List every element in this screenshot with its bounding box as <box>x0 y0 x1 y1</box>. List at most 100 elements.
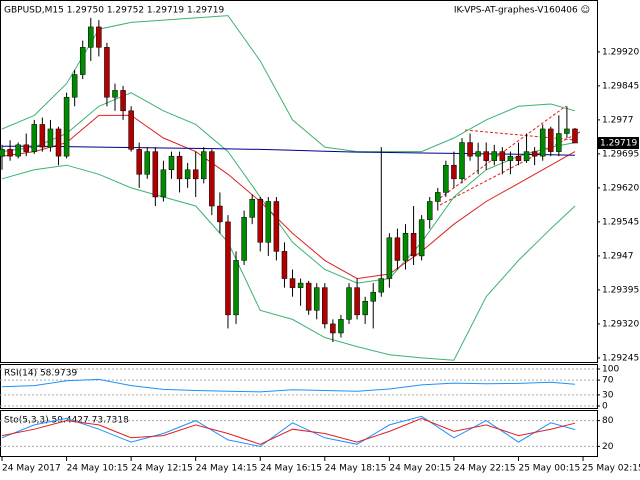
candle-body <box>96 26 102 48</box>
x-tick-label: 24 May 10:15 <box>67 464 129 474</box>
y-tick-label: 30 <box>602 390 614 400</box>
candle-body <box>418 219 425 257</box>
candle-body <box>548 128 554 152</box>
candle-body <box>491 151 498 161</box>
indicator-line <box>1 415 576 447</box>
candle-body <box>386 237 393 279</box>
y-tick-label: 100 <box>602 365 619 375</box>
candle-body <box>523 151 530 161</box>
candle-body <box>297 282 304 288</box>
candle-body <box>128 110 134 150</box>
candle-body <box>184 169 191 180</box>
candle-body <box>176 155 183 180</box>
candle-body <box>281 251 288 279</box>
candle-body <box>539 128 546 157</box>
candle-body <box>136 149 142 175</box>
candle-body <box>192 169 199 180</box>
candle-body <box>499 151 506 161</box>
x-tick-label: 25 May 00:15 <box>518 464 580 474</box>
candle-body <box>531 151 538 157</box>
y-tick-label: 0 <box>602 402 608 412</box>
candle-body <box>273 201 280 252</box>
x-tick-label: 24 May 18:15 <box>325 464 387 474</box>
indicator-line <box>1 378 576 393</box>
candle-body <box>152 151 159 198</box>
candle-body <box>168 155 175 171</box>
overlay-line <box>1 92 576 284</box>
candle-body <box>459 142 465 180</box>
overlay-line <box>1 164 576 361</box>
candle-body <box>313 287 320 311</box>
y-tick-label: 1.29320 <box>602 319 639 329</box>
x-tick-label: 24 May 12:15 <box>131 464 193 474</box>
candle-body <box>451 164 457 180</box>
x-tick-label: 24 May 2017 <box>2 464 61 474</box>
x-tick-label: 24 May 16:15 <box>260 464 322 474</box>
candle-body <box>7 149 13 157</box>
candle-body <box>402 232 409 261</box>
chart-subtitle: IK-VPS-AT-graphes-V160406 ☺ <box>454 5 590 16</box>
candle-body <box>241 217 247 261</box>
candle-body <box>23 144 29 152</box>
rsi-panel <box>0 364 598 409</box>
candle-body <box>71 74 78 98</box>
candle-body <box>39 124 46 148</box>
candle-body <box>160 169 167 198</box>
y-tick-label: 70 <box>602 376 614 386</box>
chart-title: GBPUSD,M15 1.29750 1.29752 1.29719 1.297… <box>4 6 224 16</box>
y-tick-label: 1.29845 <box>602 81 639 91</box>
candle-body <box>467 142 473 157</box>
candle-body <box>104 47 110 98</box>
candle-body <box>88 26 94 48</box>
y-tick-label: 1.29395 <box>602 285 639 295</box>
candle-body <box>572 128 578 144</box>
candle-body <box>225 221 231 316</box>
candle-body <box>338 319 344 334</box>
candle-body <box>515 155 522 161</box>
candle-body <box>507 155 514 161</box>
candle-body <box>475 151 481 157</box>
y-tick-label: 80 <box>602 416 614 426</box>
candle-body <box>435 192 441 202</box>
candle-body <box>112 90 118 98</box>
current-price-label: 1.29719 <box>600 139 637 149</box>
x-tick-label: 24 May 20:15 <box>389 464 451 474</box>
indicator-line <box>1 417 576 445</box>
trend-line <box>439 105 567 199</box>
y-tick-label: 1.29695 <box>602 149 639 159</box>
candle-body <box>362 300 368 316</box>
candle-body <box>31 124 38 152</box>
y-tick-label: 1.2977 <box>602 115 634 125</box>
candle-body <box>120 90 126 112</box>
candle-body <box>63 96 70 157</box>
candle-body <box>233 260 239 316</box>
candle-body <box>330 323 336 334</box>
candle-body <box>209 151 215 207</box>
rsi-title: RSI(14) 58.9739 <box>4 369 77 379</box>
candle-body <box>144 151 151 175</box>
x-tick-label: 24 May 22:15 <box>454 464 516 474</box>
candle-body <box>0 149 5 157</box>
candle-body <box>47 128 54 148</box>
candle-body <box>346 287 352 320</box>
x-tick-label: 24 May 14:15 <box>196 464 258 474</box>
x-tick-label: 25 May 02:15 <box>582 464 640 474</box>
candle-body <box>249 198 255 218</box>
candle-body <box>322 287 328 325</box>
candle-body <box>217 205 223 223</box>
y-tick-label: 1.29920 <box>602 47 639 57</box>
candle-body <box>305 282 312 311</box>
y-tick-label: 1.2947 <box>602 251 634 261</box>
candle-body <box>15 144 21 157</box>
y-tick-label: 1.29545 <box>602 217 639 227</box>
candle-body <box>79 47 86 75</box>
candle-body <box>257 198 263 243</box>
candle-body <box>378 278 385 293</box>
candle-body <box>55 128 62 157</box>
panel-frames <box>0 0 598 457</box>
main-panel <box>0 0 598 363</box>
y-tick-label: 1.29620 <box>602 183 639 193</box>
candle-body <box>410 232 417 257</box>
candle-body <box>354 287 360 316</box>
